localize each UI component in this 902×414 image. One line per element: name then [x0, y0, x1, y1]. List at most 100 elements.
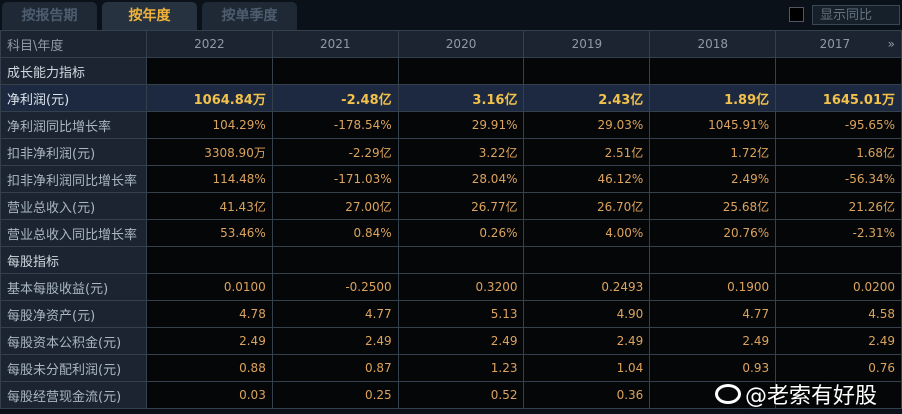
- table-row[interactable]: 扣非净利润同比增长率 114.48% -171.03% 28.04% 46.12% 2.4…: [0, 165, 902, 193]
- row-label: 扣非净利润(元): [0, 138, 147, 166]
- year-header[interactable]: 2020: [397, 30, 525, 58]
- year-label: 2019: [571, 37, 603, 51]
- value-cell: [397, 246, 525, 274]
- header-row: 科目\年度 2022 2021 2020 2019 2018 2017 »: [0, 30, 902, 58]
- value-cell: 0.1900: [649, 273, 777, 301]
- value-cell: 27.00亿: [271, 192, 399, 220]
- table-row[interactable]: 营业总收入(元) 41.43亿 27.00亿 26.77亿 26.70亿 25.68亿 21…: [0, 192, 902, 220]
- table-row[interactable]: 基本每股收益(元) 0.0100 -0.2500 0.3200 0.2493 0.1900…: [0, 273, 902, 301]
- value-cell: 0.25: [271, 381, 399, 409]
- value-cell: [775, 246, 902, 274]
- value-cell: [523, 57, 651, 85]
- tab-2[interactable]: 按单季度: [202, 2, 297, 30]
- value-cell: -0.2500: [271, 273, 399, 301]
- year-header[interactable]: 2021: [271, 30, 399, 58]
- value-cell: 5.13: [397, 300, 525, 328]
- value-cell: 2.49: [775, 327, 902, 355]
- table-row[interactable]: 每股未分配利润(元) 0.88 0.87 1.23 1.04 0.93 0.76: [0, 354, 902, 382]
- row-label: 成长能力指标: [0, 57, 147, 85]
- value-cell: 1.72亿: [649, 138, 777, 166]
- value-cell: 1.04: [523, 354, 651, 382]
- value-cell: 0.52: [397, 381, 525, 409]
- value-cell: 0.84%: [271, 219, 399, 247]
- value-cell: 2.49: [523, 327, 651, 355]
- row-label: 每股未分配利润(元): [0, 354, 147, 382]
- row-label: 营业总收入同比增长率: [0, 219, 147, 247]
- table-row[interactable]: 扣非净利润(元) 3308.90万 -2.29亿 3.22亿 2.51亿 1.72亿 1.6…: [0, 138, 902, 166]
- value-cell: 53.46%: [146, 219, 273, 247]
- row-label: 每股净资产(元): [0, 300, 147, 328]
- value-cell: 2.49%: [649, 165, 777, 193]
- value-cell: 0.26%: [397, 219, 525, 247]
- value-cell: -2.29亿: [271, 138, 399, 166]
- value-cell: [775, 381, 902, 409]
- value-cell: 3308.90万: [146, 138, 273, 166]
- value-cell: 41.43亿: [146, 192, 273, 220]
- year-label: 2018: [697, 37, 728, 51]
- tab-bar: 显示同比 按报告期 按年度 按单季度: [0, 0, 902, 30]
- row-label: 每股指标: [0, 246, 147, 274]
- value-cell: -2.31%: [775, 219, 902, 247]
- value-cell: 26.70亿: [523, 192, 651, 220]
- value-cell: 0.76: [775, 354, 902, 382]
- value-cell: -56.34%: [775, 165, 902, 193]
- value-cell: [649, 381, 777, 409]
- table-row[interactable]: 成长能力指标: [0, 57, 902, 85]
- tab-0[interactable]: 按报告期: [2, 2, 97, 30]
- value-cell: 28.04%: [397, 165, 525, 193]
- year-header[interactable]: 2017 »: [775, 30, 902, 58]
- value-cell: -95.65%: [775, 111, 902, 139]
- value-cell: [397, 57, 525, 85]
- value-cell: [649, 246, 777, 274]
- row-label: 净利润(元): [0, 84, 147, 112]
- value-cell: 0.87: [271, 354, 399, 382]
- row-label: 每股经营现金流(元): [0, 381, 147, 409]
- table-row[interactable]: 每股指标: [0, 246, 902, 274]
- value-cell: [523, 246, 651, 274]
- value-cell: 0.0200: [775, 273, 902, 301]
- value-cell: 114.48%: [146, 165, 273, 193]
- value-cell: 4.77: [649, 300, 777, 328]
- value-cell: 2.49: [397, 327, 525, 355]
- value-cell: 1.68亿: [775, 138, 902, 166]
- value-cell: 2.43亿: [523, 84, 651, 112]
- show-yoy-label[interactable]: 显示同比: [812, 5, 900, 25]
- table-row[interactable]: 净利润同比增长率 104.29% -178.54% 29.91% 29.03% 1045.…: [0, 111, 902, 139]
- table-row[interactable]: 每股经营现金流(元) 0.03 0.25 0.52 0.36: [0, 381, 902, 409]
- table-row[interactable]: 每股资本公积金(元) 2.49 2.49 2.49 2.49 2.49 2.49: [0, 327, 902, 355]
- value-cell: 46.12%: [523, 165, 651, 193]
- year-header[interactable]: 2019: [523, 30, 651, 58]
- value-cell: 0.36: [523, 381, 651, 409]
- value-cell: [775, 57, 902, 85]
- table-row[interactable]: 每股净资产(元) 4.78 4.77 5.13 4.90 4.77 4.58: [0, 300, 902, 328]
- year-header[interactable]: 2022: [146, 30, 273, 58]
- row-label: 营业总收入(元): [0, 192, 147, 220]
- year-label: 2017: [819, 37, 851, 51]
- value-cell: [146, 246, 273, 274]
- value-cell: -2.48亿: [271, 84, 399, 112]
- value-cell: 2.49: [649, 327, 777, 355]
- value-cell: 20.76%: [649, 219, 777, 247]
- tab-1[interactable]: 按年度: [102, 2, 197, 30]
- table-row[interactable]: 营业总收入同比增长率 53.46% 0.84% 0.26% 4.00% 20.76% -2.…: [0, 219, 902, 247]
- value-cell: 0.2493: [523, 273, 651, 301]
- value-cell: 1.23: [397, 354, 525, 382]
- value-cell: 4.77: [271, 300, 399, 328]
- value-cell: 3.22亿: [397, 138, 525, 166]
- value-cell: 1.89亿: [649, 84, 777, 112]
- value-cell: 0.88: [146, 354, 273, 382]
- value-cell: 29.03%: [523, 111, 651, 139]
- value-cell: 21.26亿: [775, 192, 902, 220]
- year-header[interactable]: 2018: [649, 30, 777, 58]
- value-cell: [271, 246, 399, 274]
- value-cell: 104.29%: [146, 111, 273, 139]
- show-yoy-checkbox[interactable]: [789, 7, 804, 22]
- value-cell: 2.51亿: [523, 138, 651, 166]
- table-row[interactable]: 净利润(元) 1064.84万 -2.48亿 3.16亿 2.43亿 1.89亿 1645.…: [0, 84, 902, 112]
- value-cell: 4.00%: [523, 219, 651, 247]
- value-cell: 4.58: [775, 300, 902, 328]
- value-cell: 1645.01万: [775, 84, 902, 112]
- double-chevron-right-icon[interactable]: »: [887, 37, 895, 51]
- header-label: 科目\年度: [0, 30, 147, 58]
- value-cell: 29.91%: [397, 111, 525, 139]
